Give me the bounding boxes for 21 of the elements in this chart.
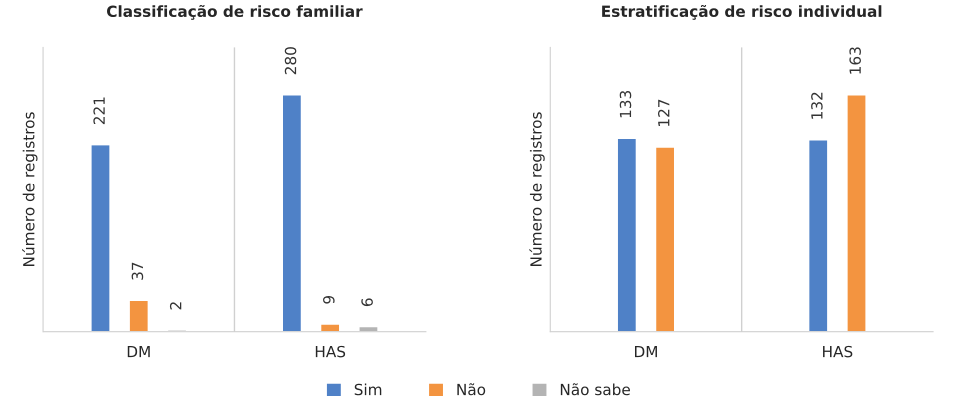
data-label: 133: [620, 90, 632, 118]
data-label: 9: [323, 296, 335, 304]
data-label: 2: [170, 302, 182, 310]
data-label: 163: [849, 47, 861, 74]
x-tick-label: DM: [635, 346, 657, 358]
data-label: 280: [284, 47, 296, 74]
y-axis-title: Número de registros: [22, 112, 38, 266]
x-tick-label: HAS: [316, 346, 346, 358]
data-label: 132: [811, 92, 823, 119]
data-label: 6: [361, 298, 373, 306]
x-tick-label: DM: [128, 346, 150, 358]
x-tick-label: HAS: [823, 346, 852, 358]
data-label: 127: [658, 100, 670, 126]
legend-label: Sim: [354, 383, 382, 396]
chart-title: Estratificação de risco individual: [602, 4, 882, 20]
legend-label: Não sabe: [560, 383, 630, 396]
y-axis-title: Número de registros: [529, 112, 545, 266]
chart-title: Classificação de risco familiar: [107, 4, 363, 20]
legend-label: Não: [457, 383, 486, 396]
data-label: 37: [132, 262, 144, 280]
data-label: 221: [93, 97, 105, 124]
